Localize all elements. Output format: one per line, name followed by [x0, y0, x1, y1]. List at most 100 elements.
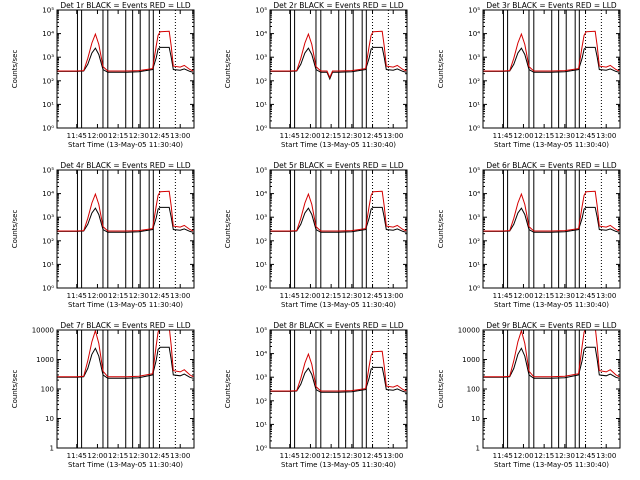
plot-frame — [482, 169, 621, 289]
y-tick-label: 1 — [476, 445, 480, 453]
y-tick-label: 1 — [50, 445, 54, 453]
x-tick-label: 12:15 — [534, 132, 554, 140]
y-tick-label: 10⁰ — [468, 125, 480, 133]
y-tick-label: 10³ — [468, 214, 480, 222]
y-tick-label: 10⁰ — [42, 285, 54, 293]
lld-series-line — [57, 30, 194, 72]
y-tick-label: 1000 — [36, 356, 54, 364]
x-tick-label: 12:30 — [342, 292, 362, 300]
x-tick-label: 12:00 — [300, 292, 320, 300]
x-tick-label: 12:15 — [108, 132, 128, 140]
panel-title: Det 8r BLACK = Events RED = LLD — [273, 321, 404, 330]
panel-title: Det 1r BLACK = Events RED = LLD — [60, 1, 191, 10]
x-tick-label: 12:30 — [555, 132, 575, 140]
y-tick-label: 10³ — [42, 54, 54, 62]
y-tick-label: 10¹ — [42, 101, 54, 109]
y-tick-label: 10⁵ — [255, 7, 267, 15]
panel-6: Det 6r BLACK = Events RED = LLD Counts/se… — [437, 161, 621, 309]
y-tick-label: 10⁵ — [468, 7, 480, 15]
x-tick-label: 11:45 — [493, 132, 513, 140]
panel-title: Det 3r BLACK = Events RED = LLD — [486, 1, 617, 10]
x-axis-label: Start Time (13-May-05 11:30:40) — [281, 141, 396, 149]
y-tick-label: 10⁵ — [255, 167, 267, 175]
panel-8: Det 8r BLACK = Events RED = LLD Counts/se… — [224, 321, 408, 469]
panel-1: Det 1r BLACK = Events RED = LLD Counts/se… — [11, 1, 195, 149]
x-tick-label: 12:30 — [342, 452, 362, 460]
plot-frame — [56, 9, 195, 129]
x-tick-label: 12:00 — [513, 292, 533, 300]
plot-frame — [482, 9, 621, 129]
lld-series-line — [483, 190, 620, 232]
x-axis-label: Start Time (13-May-05 11:30:40) — [68, 301, 183, 309]
x-tick-label: 12:30 — [129, 292, 149, 300]
y-tick-label: 10 — [471, 415, 480, 423]
x-tick-label: 12:30 — [555, 292, 575, 300]
events-series-line — [483, 46, 620, 73]
plot-area — [483, 170, 620, 288]
plot-area — [483, 10, 620, 128]
x-tick-label: 13:00 — [383, 132, 403, 140]
x-tick-label: 12:30 — [555, 452, 575, 460]
panel-title: Det 4r BLACK = Events RED = LLD — [60, 161, 191, 170]
panel-5: Det 5r BLACK = Events RED = LLD Counts/se… — [224, 161, 408, 309]
x-tick-label: 12:15 — [108, 452, 128, 460]
x-tick-label: 12:30 — [342, 132, 362, 140]
x-tick-label: 12:30 — [129, 452, 149, 460]
y-tick-label: 10⁰ — [255, 125, 267, 133]
x-tick-label: 12:00 — [513, 452, 533, 460]
y-axis-label: Counts/sec — [224, 370, 232, 409]
events-series-line — [483, 206, 620, 233]
x-tick-label: 11:45 — [67, 452, 87, 460]
x-tick-label: 12:00 — [87, 292, 107, 300]
y-tick-label: 100 — [41, 386, 54, 394]
y-axis-label: Counts/sec — [224, 210, 232, 249]
lld-series-line — [57, 330, 194, 378]
x-tick-label: 12:00 — [300, 132, 320, 140]
x-tick-label: 13:00 — [596, 292, 616, 300]
plot-area — [57, 170, 194, 288]
y-axis-label: Counts/sec — [11, 50, 19, 89]
x-tick-label: 13:00 — [596, 132, 616, 140]
panel-title: Det 2r BLACK = Events RED = LLD — [273, 1, 404, 10]
x-tick-label: 13:00 — [170, 292, 190, 300]
y-tick-label: 1000 — [462, 356, 480, 364]
y-tick-label: 10 — [45, 415, 54, 423]
x-tick-label: 12:45 — [362, 292, 382, 300]
x-axis-label: Start Time (13-May-05 11:30:40) — [281, 461, 396, 469]
x-tick-label: 12:15 — [321, 452, 341, 460]
y-axis-label: Counts/sec — [437, 210, 445, 249]
lld-series-line — [483, 30, 620, 72]
panel-7: Det 7r BLACK = Events RED = LLD Counts/se… — [11, 321, 195, 469]
plot-frame — [269, 9, 408, 129]
x-axis-label: Start Time (13-May-05 11:30:40) — [281, 301, 396, 309]
panel-4: Det 4r BLACK = Events RED = LLD Counts/se… — [11, 161, 195, 309]
x-tick-label: 13:00 — [170, 132, 190, 140]
y-tick-label: 10⁰ — [468, 285, 480, 293]
y-tick-label: 10000 — [458, 327, 480, 335]
y-tick-label: 10⁴ — [42, 30, 54, 38]
x-tick-label: 11:45 — [67, 132, 87, 140]
y-tick-label: 10⁴ — [255, 190, 267, 198]
plot-area — [270, 170, 407, 288]
x-tick-label: 13:00 — [383, 292, 403, 300]
y-tick-label: 10³ — [255, 214, 267, 222]
y-tick-label: 10² — [255, 237, 267, 245]
y-tick-label: 10³ — [255, 54, 267, 62]
plot-frame — [56, 169, 195, 289]
x-tick-label: 11:45 — [67, 292, 87, 300]
lld-series-line — [57, 190, 194, 232]
y-tick-label: 10¹ — [255, 421, 267, 429]
events-series-line — [270, 206, 407, 233]
y-tick-label: 10³ — [255, 374, 267, 382]
y-axis-label: Counts/sec — [11, 210, 19, 249]
x-axis-label: Start Time (13-May-05 11:30:40) — [494, 461, 609, 469]
y-tick-label: 10³ — [468, 54, 480, 62]
y-tick-label: 10⁰ — [255, 445, 267, 453]
events-series-line — [57, 206, 194, 233]
events-series-line — [270, 366, 407, 393]
x-axis-label: Start Time (13-May-05 11:30:40) — [494, 141, 609, 149]
x-tick-label: 11:45 — [280, 452, 300, 460]
y-tick-label: 10⁵ — [42, 7, 54, 15]
x-tick-label: 12:45 — [149, 132, 169, 140]
x-tick-label: 13:00 — [170, 452, 190, 460]
